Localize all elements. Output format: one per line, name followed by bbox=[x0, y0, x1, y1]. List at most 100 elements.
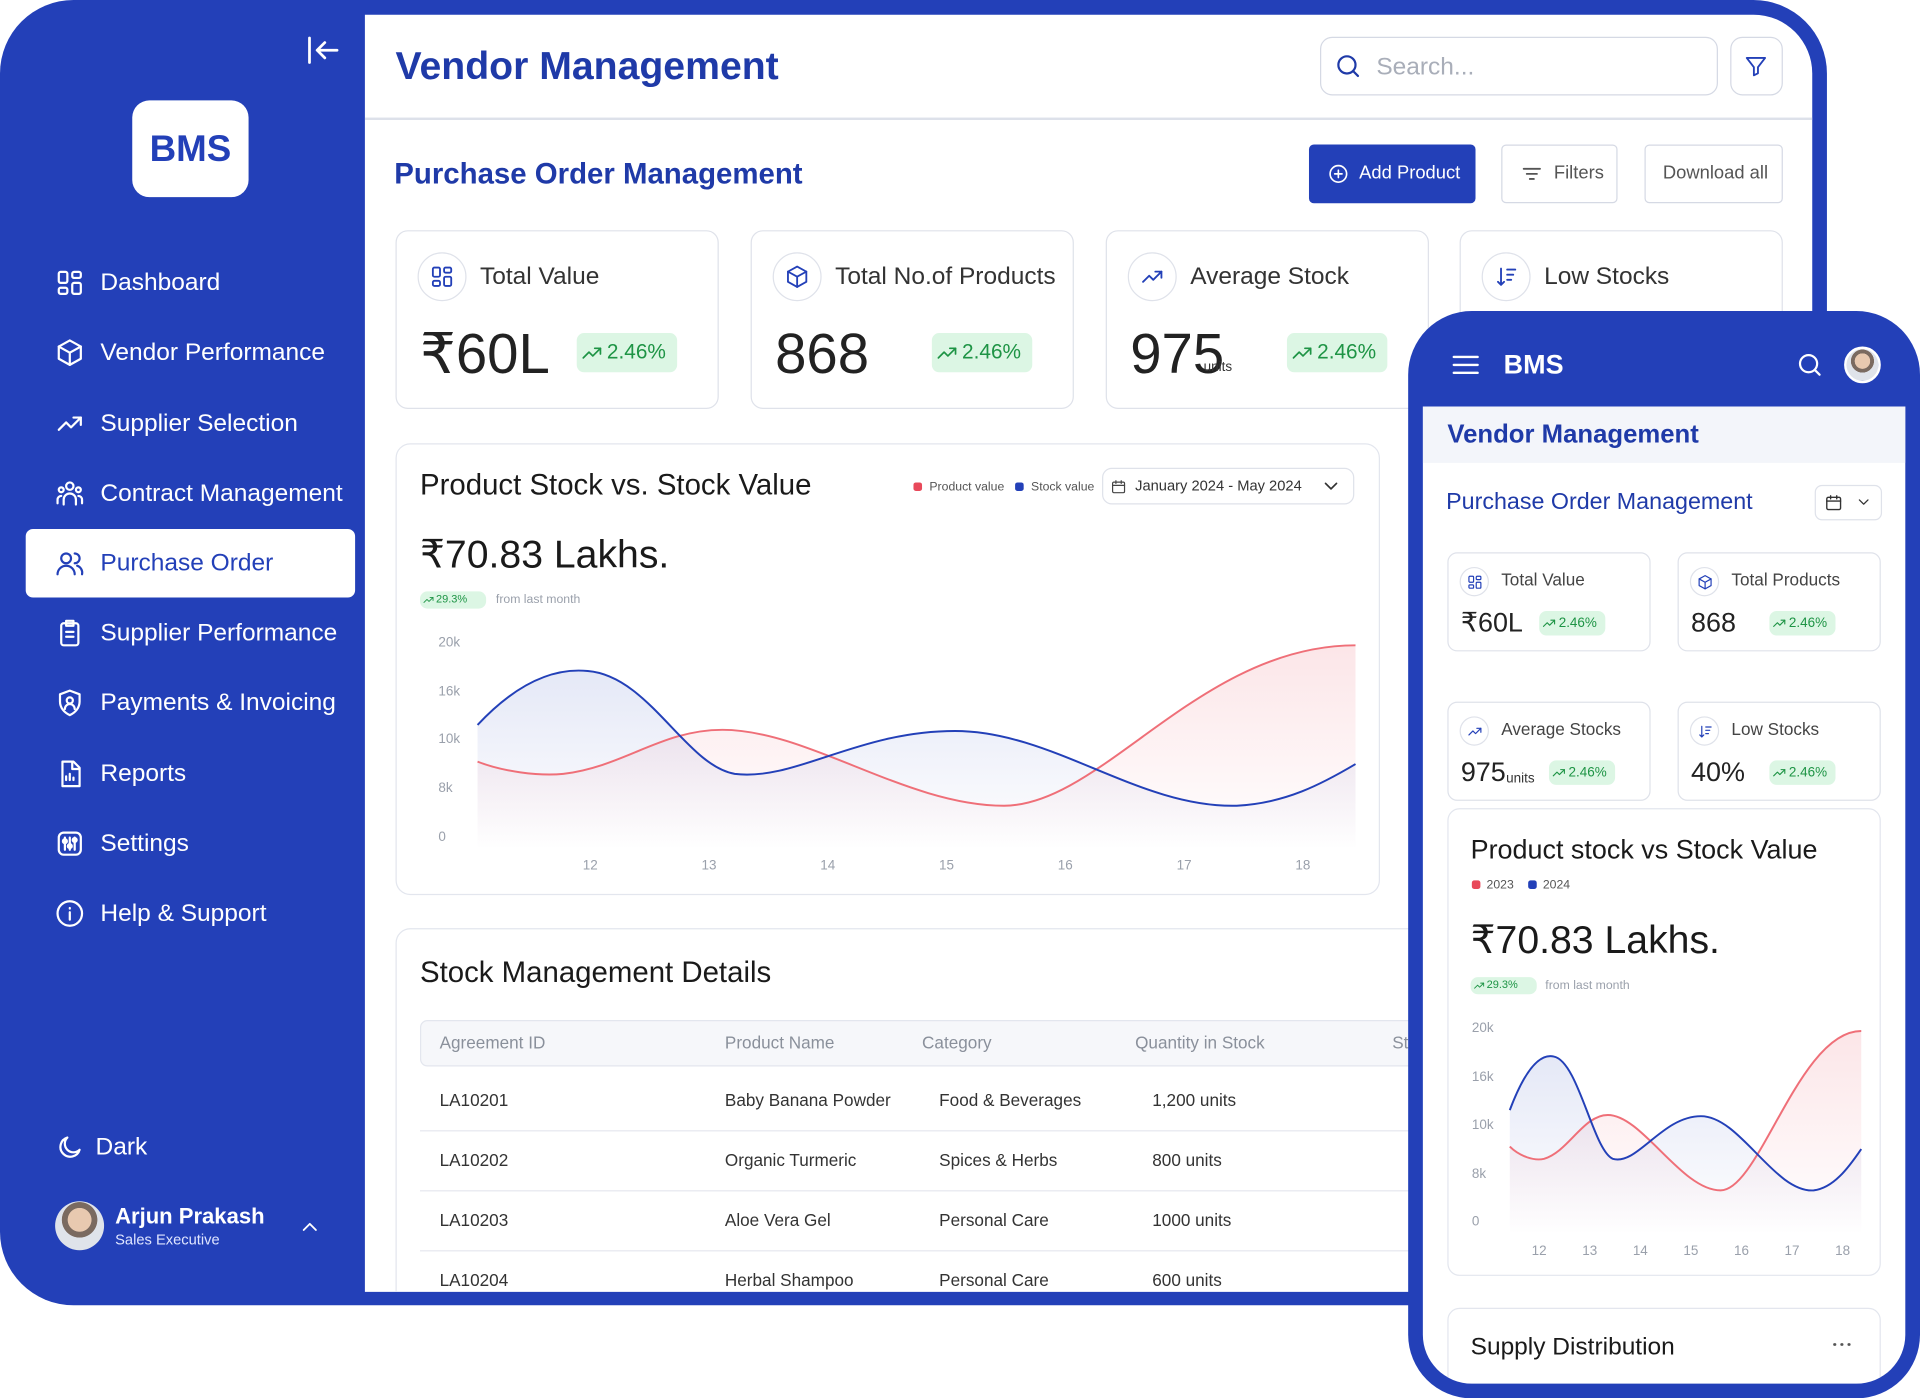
nav-icon[interactable] bbox=[55, 549, 84, 578]
table-cell: LA10202 bbox=[439, 1150, 509, 1170]
phone-stat-label: Average Stocks bbox=[1501, 719, 1621, 739]
stat-icon-circle bbox=[1127, 252, 1177, 302]
nav-icon[interactable] bbox=[55, 899, 84, 928]
column-header: Category bbox=[922, 1032, 992, 1053]
change-badge bbox=[576, 333, 678, 373]
date-range-select[interactable] bbox=[1102, 467, 1355, 505]
nav-icon[interactable] bbox=[55, 268, 84, 297]
phone-avatar bbox=[1844, 346, 1881, 384]
nav-item[interactable]: Contract Management bbox=[100, 480, 343, 507]
button-label[interactable]: Add Product bbox=[1359, 162, 1461, 184]
chart-card bbox=[395, 443, 1381, 896]
nav-item[interactable]: Help & Support bbox=[100, 900, 267, 927]
button-label[interactable]: Download all bbox=[1662, 162, 1769, 184]
icon-part bbox=[73, 552, 84, 576]
filter-button[interactable] bbox=[1730, 36, 1783, 96]
filters-button[interactable] bbox=[1501, 144, 1618, 204]
nav-item[interactable]: Payments & Invoicing bbox=[100, 689, 336, 717]
nav-item[interactable]: Settings bbox=[100, 830, 189, 858]
phone-section-title: Purchase Order Management bbox=[1446, 489, 1753, 515]
theme-toggle[interactable]: Dark bbox=[95, 1133, 148, 1161]
nav-item[interactable]: Supplier Performance bbox=[100, 619, 338, 647]
phone-stat-card bbox=[1677, 552, 1881, 652]
icon-part bbox=[443, 275, 453, 287]
nav-icon[interactable] bbox=[55, 759, 84, 788]
logo-box bbox=[132, 100, 249, 198]
stat-icon bbox=[1142, 270, 1163, 283]
phone-search[interactable] bbox=[1795, 350, 1824, 379]
date-range: January 2024 - May 2024 bbox=[1135, 476, 1302, 494]
page-title: Vendor Management bbox=[395, 43, 779, 88]
search-placeholder: Search... bbox=[1376, 53, 1475, 81]
icon-part bbox=[1333, 169, 1343, 179]
phone-stat-label: Total Value bbox=[1501, 569, 1585, 590]
icon-part bbox=[57, 286, 69, 295]
x-axis-label: 16 bbox=[1733, 1244, 1749, 1259]
icon-part bbox=[1560, 768, 1566, 774]
stat-value: 975 bbox=[1130, 321, 1225, 386]
phone-screen: Vendor Management Purchase Order Manageme… bbox=[1422, 406, 1906, 1384]
icon-part bbox=[65, 696, 74, 705]
nav-item[interactable]: Supplier Selection bbox=[100, 410, 298, 438]
nav-item[interactable]: Dashboard bbox=[100, 269, 221, 297]
section-title: Purchase Order Management bbox=[394, 157, 803, 191]
nav-active-bg[interactable] bbox=[25, 528, 356, 598]
icon-part bbox=[74, 486, 82, 494]
button-label[interactable]: Filters bbox=[1553, 162, 1604, 184]
icon-part bbox=[1550, 619, 1556, 625]
nav-icon[interactable] bbox=[55, 409, 84, 438]
legend-label: Product value bbox=[929, 480, 1005, 495]
nav-item[interactable]: Vendor Performance bbox=[100, 339, 326, 367]
change-value: 29.3% bbox=[1486, 978, 1518, 991]
change-value: 29.3% bbox=[435, 592, 468, 605]
phone-title-strip bbox=[1422, 406, 1906, 463]
icon-part bbox=[60, 552, 73, 565]
search-icon bbox=[1337, 55, 1360, 78]
stat-icon-circle bbox=[772, 252, 822, 302]
nav-icon[interactable] bbox=[55, 829, 84, 858]
row-divider bbox=[420, 1130, 1437, 1132]
icon-part bbox=[1467, 727, 1481, 735]
x-axis-label: 18 bbox=[1295, 858, 1311, 874]
icon-part bbox=[1543, 619, 1556, 627]
table-cell: 800 units bbox=[1152, 1150, 1222, 1170]
dropdown-icon bbox=[1324, 482, 1338, 490]
phone-chart-card bbox=[1447, 808, 1881, 1276]
phone-date-select[interactable] bbox=[1814, 484, 1883, 521]
x-axis-label: 13 bbox=[701, 858, 717, 874]
icon-part bbox=[59, 1136, 81, 1158]
theme-icon[interactable] bbox=[55, 1133, 84, 1162]
icon-part bbox=[1142, 270, 1163, 283]
phone-stat-unit: units bbox=[1506, 771, 1535, 787]
phone-stat-card bbox=[1447, 552, 1651, 652]
nav-icon[interactable] bbox=[55, 618, 84, 647]
collapse-button[interactable] bbox=[305, 32, 342, 69]
nav-icon[interactable] bbox=[55, 338, 84, 367]
stat-icon bbox=[787, 265, 808, 288]
change-value: 2.46% bbox=[1788, 615, 1828, 631]
more-icon[interactable] bbox=[1829, 1332, 1853, 1356]
trend-up-icon bbox=[1543, 619, 1556, 627]
nav-item[interactable]: Reports bbox=[100, 760, 187, 788]
change-value: 2.46% bbox=[1568, 765, 1607, 780]
icon-part bbox=[1825, 494, 1841, 502]
download-button[interactable] bbox=[1644, 144, 1783, 204]
y-axis-label: 0 bbox=[438, 830, 446, 845]
stat-label: Average Stock bbox=[1190, 263, 1350, 291]
icon-part bbox=[65, 481, 75, 491]
search-box[interactable] bbox=[1320, 36, 1718, 96]
trend-up-icon bbox=[423, 597, 434, 603]
user-menu-toggle[interactable] bbox=[298, 1215, 322, 1239]
legend-label: Stock value bbox=[1031, 480, 1095, 495]
icon-part bbox=[949, 347, 957, 355]
nav-icon[interactable] bbox=[55, 479, 84, 508]
phone-stat-value: ₹60L bbox=[1460, 607, 1523, 638]
icon-part bbox=[1467, 575, 1474, 583]
nav-item[interactable]: Purchase Order bbox=[100, 549, 274, 577]
menu-button[interactable] bbox=[1450, 349, 1482, 381]
icon-part bbox=[1798, 354, 1819, 374]
phone-chart-total: ₹70.83 Lakhs. bbox=[1470, 917, 1720, 962]
x-axis-label: 17 bbox=[1784, 1244, 1800, 1259]
nav-icon[interactable] bbox=[55, 688, 84, 717]
